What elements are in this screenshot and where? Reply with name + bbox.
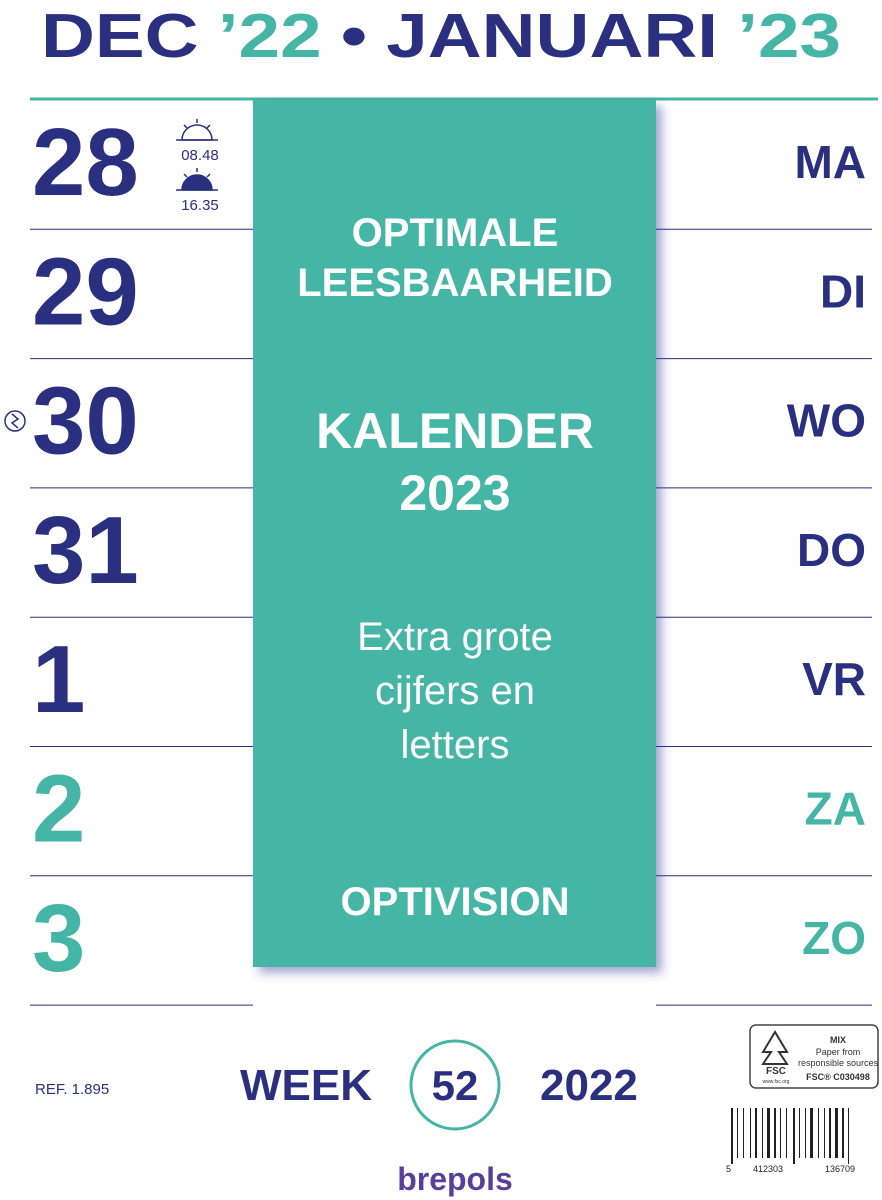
weekday: MA	[794, 136, 866, 188]
fsc-logo: FSC	[766, 1066, 786, 1077]
header-part: •	[341, 2, 367, 71]
day-rows: 28 MA 29 DI 30 WO 31 DO 1 VR 2 ZA 3 ZO	[30, 109, 872, 1006]
barcode-bar	[818, 1108, 819, 1158]
fsc-box	[749, 1024, 879, 1089]
barcode-digit: 5	[726, 1164, 731, 1174]
barcode-bar	[842, 1108, 844, 1158]
weekday: ZO	[802, 912, 866, 964]
barcode-bar	[799, 1108, 800, 1158]
barcode-bar	[848, 1108, 849, 1164]
panel-line: cijfers en	[375, 669, 535, 713]
weekday: DO	[797, 524, 866, 576]
header-part: ’23	[737, 2, 841, 71]
panel-text: OPTIMALE LEESBAARHEID KALENDER 2023 Extra gr…	[297, 211, 613, 924]
fsc-code: FSC® C030498	[806, 1072, 870, 1082]
panel-line: Extra grote	[357, 615, 553, 659]
weekday: VR	[802, 653, 866, 705]
day-number: 30	[32, 368, 139, 475]
week-label: WEEK	[240, 1061, 372, 1110]
panel-line: letters	[401, 723, 510, 767]
fsc-url: www.fsc.org	[763, 1079, 790, 1085]
barcode-bar	[750, 1108, 751, 1158]
panel-line: OPTIMALE	[352, 211, 559, 255]
barcode-bar	[805, 1108, 806, 1158]
sun-icons	[4, 119, 218, 432]
sunrise-time: 08.48	[181, 147, 219, 164]
barcode-bar	[755, 1108, 757, 1158]
barcode-digit: 412303	[753, 1164, 783, 1174]
header-title: DEC ’22 • JANUARI ’23	[41, 2, 841, 71]
week-number: 52	[432, 1062, 479, 1109]
barcode-bar	[829, 1108, 831, 1158]
day-number: 31	[32, 497, 139, 604]
barcode-bar	[743, 1108, 744, 1158]
barcode-bar	[731, 1108, 733, 1164]
panel-line: OPTIVISION	[341, 880, 570, 924]
barcode-digit: 136709	[825, 1164, 855, 1174]
day-number: 2	[32, 756, 85, 863]
barcode-bar	[774, 1108, 776, 1158]
sunset-time: 16.35	[181, 197, 219, 214]
barcode-bar	[786, 1108, 787, 1158]
header-part: ’22	[218, 2, 322, 71]
day-number: 29	[32, 238, 139, 345]
day-number: 3	[32, 885, 85, 992]
barcode-bar	[737, 1108, 738, 1158]
day-number: 1	[32, 626, 85, 733]
weekday: DI	[820, 265, 866, 317]
fsc-mix: MIX	[830, 1035, 846, 1045]
fsc-line1: Paper from	[816, 1047, 861, 1057]
panel-line: KALENDER	[316, 403, 594, 459]
header-part: DEC	[41, 2, 199, 71]
promo-panel	[253, 100, 656, 967]
year: 2022	[540, 1061, 638, 1110]
week-circle	[409, 1039, 501, 1131]
fsc-line2: responsible sources	[798, 1058, 879, 1068]
barcode-bar	[767, 1108, 770, 1158]
barcode-bar	[824, 1108, 825, 1158]
barcode-bar	[810, 1108, 813, 1158]
brand: brepols	[397, 1161, 513, 1197]
barcode-bar	[835, 1108, 838, 1158]
barcode-bar	[780, 1108, 781, 1158]
day-number: 28	[32, 109, 139, 216]
weekday: ZA	[805, 783, 866, 835]
ref-number: REF. 1.895	[35, 1081, 109, 1098]
weekday: WO	[787, 395, 866, 447]
fsc-tree	[761, 1030, 789, 1065]
barcode-bar	[762, 1108, 763, 1158]
panel-line: 2023	[399, 465, 510, 521]
panel-line: LEESBAARHEID	[297, 261, 613, 305]
header-part: JANUARI	[386, 2, 718, 71]
barcode-bar	[793, 1108, 795, 1164]
barcode	[731, 1108, 849, 1164]
